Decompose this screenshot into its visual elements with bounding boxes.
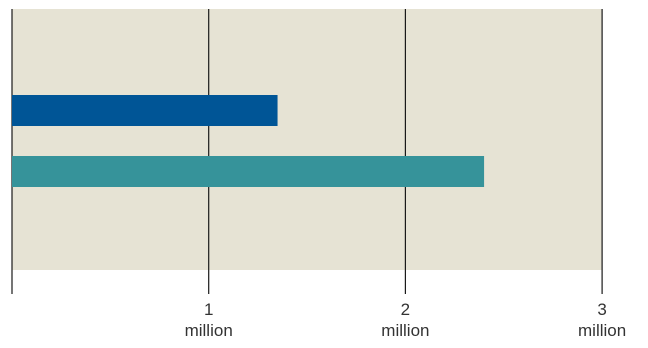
gridlines bbox=[11, 9, 603, 294]
x-tick-unit: million bbox=[185, 321, 233, 340]
x-tick-label: 1 bbox=[204, 300, 213, 319]
bars bbox=[12, 95, 485, 187]
x-tick-labels: 1 million 2 million 3 million bbox=[185, 300, 627, 340]
bar-2 bbox=[12, 156, 485, 187]
x-tick-label: 2 bbox=[401, 300, 410, 319]
x-tick-label: 3 bbox=[597, 300, 606, 319]
bar-1 bbox=[12, 95, 278, 126]
x-tick-unit: million bbox=[578, 321, 626, 340]
x-tick-unit: million bbox=[381, 321, 429, 340]
plot-background bbox=[12, 9, 603, 270]
